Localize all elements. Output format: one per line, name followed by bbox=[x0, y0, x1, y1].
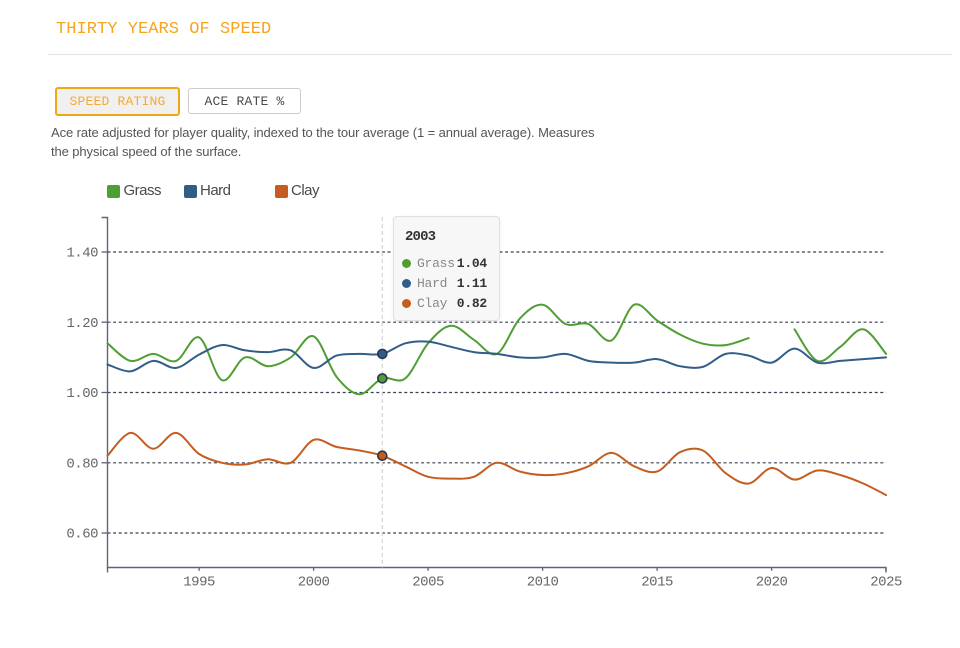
svg-text:2005: 2005 bbox=[412, 575, 444, 591]
svg-text:1.40: 1.40 bbox=[66, 246, 98, 262]
svg-text:1995: 1995 bbox=[183, 575, 215, 591]
svg-text:0.60: 0.60 bbox=[66, 527, 98, 543]
svg-text:2025: 2025 bbox=[870, 575, 902, 591]
svg-text:0.80: 0.80 bbox=[66, 456, 98, 472]
svg-text:2010: 2010 bbox=[527, 575, 559, 591]
svg-text:2000: 2000 bbox=[298, 575, 330, 591]
svg-text:2015: 2015 bbox=[641, 575, 673, 591]
svg-text:2020: 2020 bbox=[756, 575, 788, 591]
svg-text:1.00: 1.00 bbox=[66, 386, 98, 402]
svg-text:1.20: 1.20 bbox=[66, 316, 98, 332]
